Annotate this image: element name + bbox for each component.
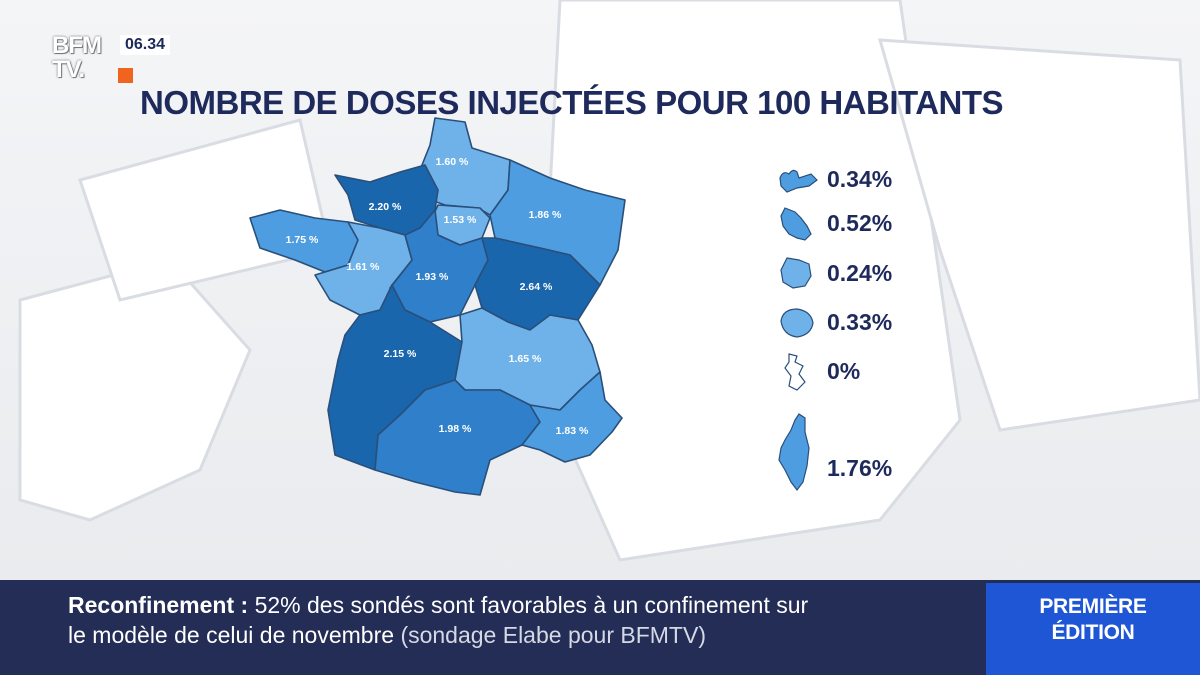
edition-badge: PREMIÈRE ÉDITION <box>986 583 1200 675</box>
legend-item-guyane: 0.24% <box>775 254 955 294</box>
ticker-headline-part1: 52% des sondés sont favorables à un conf… <box>254 592 809 618</box>
graphic-background <box>0 0 1200 580</box>
region-label-bretagne: 1.75 % <box>286 234 319 246</box>
bfm-watermark-letters <box>18 0 1200 562</box>
region-label-occitanie: 1.98 % <box>439 423 472 435</box>
ticker-source: (sondage Elabe pour BFMTV) <box>400 622 706 648</box>
logo-bfm-text: BFM <box>52 32 102 59</box>
region-label-auvergne-rhone-alpes: 1.65 % <box>509 353 542 365</box>
legend-value-guadeloupe: 0.34% <box>827 166 893 192</box>
bfmtv-logo: BFM TV. <box>52 34 138 86</box>
clock-time: 06.34 <box>120 35 171 55</box>
ticker-line-1: Reconfinement : 52% des sondés sont favo… <box>68 592 808 619</box>
legend-value-reunion: 0.33% <box>827 309 893 335</box>
region-label-nouvelle-aquitaine: 2.15 % <box>384 348 417 360</box>
edition-line-2: ÉDITION <box>1051 621 1135 644</box>
logo-orange-square <box>118 68 133 83</box>
legend-value-martinique: 0.52% <box>827 210 893 236</box>
france-map: 1.60 % 2.20 % 1.53 % 1.86 % 1.75 % 1.61 … <box>249 117 626 496</box>
logo-tv-text: TV. <box>52 56 85 83</box>
martinique-shape-icon <box>780 207 812 241</box>
region-label-hauts-de-france: 1.60 % <box>436 156 469 168</box>
graphic-title: NOMBRE DE DOSES INJECTÉES POUR 100 HABIT… <box>140 84 1004 121</box>
region-label-ile-de-france: 1.53 % <box>444 214 477 226</box>
ticker-keyword: Reconfinement : <box>68 592 249 618</box>
guadeloupe-shape-icon <box>779 169 818 193</box>
legend-item-corse: 1.76% <box>775 412 955 492</box>
guyane-shape-icon <box>780 257 812 289</box>
mayotte-shape-icon <box>784 353 806 391</box>
region-label-pays-de-la-loire: 1.61 % <box>347 261 380 273</box>
legend-item-martinique: 0.52% <box>775 204 955 244</box>
reunion-shape-icon <box>780 308 814 338</box>
corse-shape-icon <box>778 413 810 491</box>
legend-item-reunion: 0.33% <box>775 303 955 343</box>
legend-value-corse: 1.76% <box>827 455 893 481</box>
region-label-paca: 1.83 % <box>556 425 589 437</box>
region-label-centre-val-de-loire: 1.93 % <box>416 271 449 283</box>
legend-value-mayotte: 0% <box>827 358 861 384</box>
ticker-line-2: le modèle de celui de novembre (sondage … <box>68 622 706 649</box>
edition-line-1: PREMIÈRE <box>1039 595 1147 618</box>
region-paca <box>521 371 623 463</box>
region-label-grand-est: 1.86 % <box>529 209 562 221</box>
ticker-headline-part2: le modèle de celui de novembre <box>68 622 395 648</box>
legend-item-guadeloupe: 0.34% <box>775 160 955 200</box>
legend-value-guyane: 0.24% <box>827 260 893 286</box>
region-label-normandie: 2.20 % <box>369 201 402 213</box>
region-label-bourgogne-franche-comte: 2.64 % <box>520 281 553 293</box>
legend-item-mayotte: 0% <box>775 352 955 392</box>
